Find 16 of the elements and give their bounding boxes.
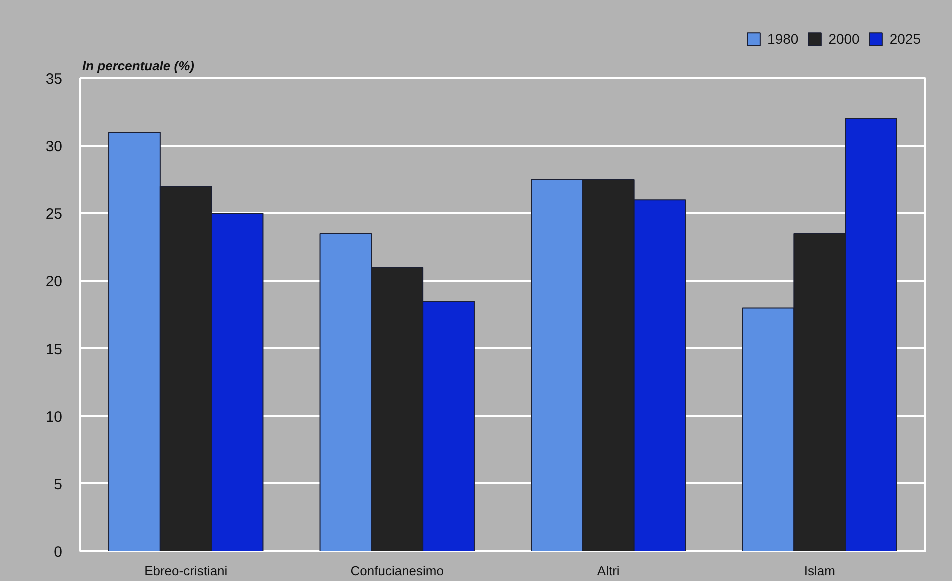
y-tick-label: 25 — [46, 206, 63, 224]
y-tick-label: 30 — [46, 138, 63, 156]
y-tick-label: 35 — [46, 71, 63, 88]
legend-label: 1980 — [768, 31, 799, 47]
y-axis-title: In percentuale (%) — [82, 58, 194, 74]
x-tick-label: Altri — [597, 564, 620, 578]
y-tick-label: 15 — [46, 341, 63, 358]
y-tick-label: 10 — [46, 408, 63, 426]
x-tick-label: Islam — [804, 564, 836, 578]
y-tick-label: 0 — [54, 544, 62, 561]
y-tick-label: 20 — [46, 274, 63, 291]
legend-label: 2025 — [890, 31, 921, 47]
x-tick-label: Confucianesimo — [350, 564, 444, 578]
legend-label: 2000 — [828, 31, 860, 47]
y-tick-label: 5 — [54, 476, 62, 494]
x-tick-label: Ebreo-cristiani — [144, 564, 228, 578]
